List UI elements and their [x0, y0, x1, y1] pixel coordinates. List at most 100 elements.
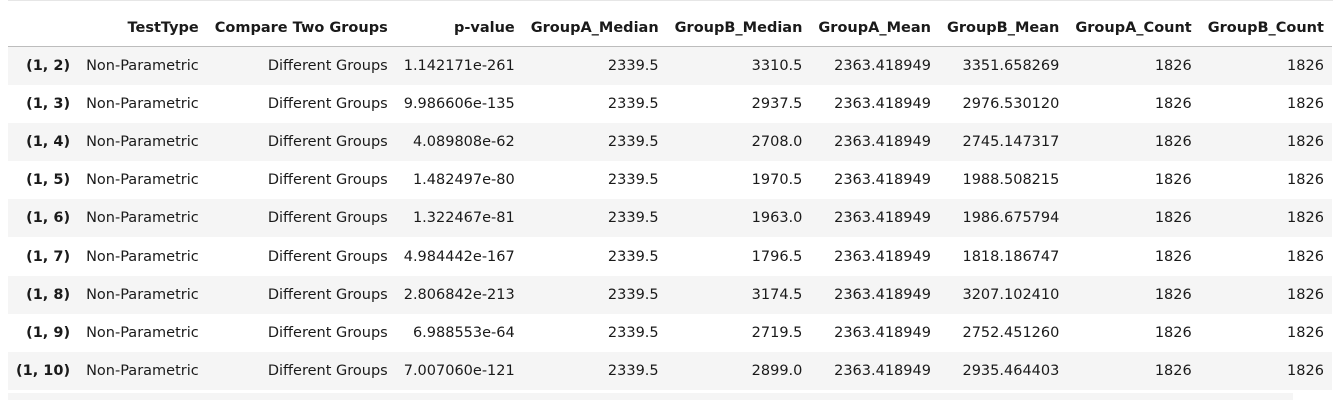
table-cell: 2339.5 — [607, 324, 659, 341]
table-cell: 2363.418949 — [834, 133, 931, 150]
table-cell: Non-Parametric — [86, 363, 199, 380]
table-cell: 4.089808e-62 — [412, 133, 515, 150]
table-cell: Non-Parametric — [86, 133, 199, 150]
table-cell: 2339.5 — [607, 95, 659, 112]
table-body: (1, 2) Non-Parametric Different Groups 1.14… — [8, 46, 1332, 391]
table-cell: 1826 — [1154, 363, 1192, 380]
table-cell: 1.142171e-261 — [403, 57, 515, 74]
table-cell: 1988.508215 — [962, 172, 1060, 189]
table-cell: 2976.530120 — [962, 95, 1060, 112]
table-cell: 1826 — [1154, 95, 1192, 112]
table-cell: 2363.418949 — [834, 57, 931, 74]
column-header: Compare Two Groups — [206, 10, 396, 47]
row-index-cell: (1, 7) — [26, 248, 71, 265]
table-cell: 9.986606e-135 — [403, 95, 515, 112]
table-cell: 2935.464403 — [962, 363, 1060, 380]
table-cell: 2708.0 — [751, 133, 803, 150]
table-cell: Different Groups — [267, 172, 388, 189]
table-cell: 2719.5 — [751, 324, 803, 341]
table-row: (1, 3) Non-Parametric Different Groups 9.98… — [8, 85, 1332, 123]
table-cell: Different Groups — [267, 133, 388, 150]
table-cell: 1970.5 — [751, 172, 803, 189]
table-cell: 2363.418949 — [834, 324, 931, 341]
table-cell: 2752.451260 — [962, 324, 1060, 341]
table-cell: 2363.418949 — [834, 210, 931, 227]
column-header: p-value — [395, 10, 523, 47]
row-index-cell: (1, 4) — [26, 133, 71, 150]
output-top-divider — [8, 0, 1333, 1]
table-cell: 1963.0 — [751, 210, 803, 227]
table-cell: Different Groups — [267, 324, 388, 341]
table-cell: 2339.5 — [607, 210, 659, 227]
table-cell: 1826 — [1154, 210, 1192, 227]
table-cell: Different Groups — [267, 57, 388, 74]
table-cell: 2899.0 — [751, 363, 803, 380]
table-cell: 2339.5 — [607, 248, 659, 265]
table-cell: Non-Parametric — [86, 324, 199, 341]
table-row: (1, 10) Non-Parametric Different Groups 7.0… — [8, 352, 1332, 391]
table-cell: Non-Parametric — [86, 210, 199, 227]
table-cell: Non-Parametric — [86, 95, 199, 112]
table-cell: 1826 — [1287, 210, 1324, 227]
row-index-cell: (1, 5) — [26, 172, 71, 189]
table-row: (1, 5) Non-Parametric Different Groups 1.48… — [8, 161, 1332, 199]
table-cell: 3351.658269 — [962, 57, 1060, 74]
table-cell: 6.988553e-64 — [412, 324, 515, 341]
table-cell: 2339.5 — [607, 57, 659, 74]
column-header: TestType — [78, 10, 207, 47]
table-cell: Different Groups — [267, 363, 388, 380]
column-header: GroupB_Count — [1199, 10, 1332, 47]
table-cell: 1826 — [1154, 286, 1192, 303]
table-cell: 1826 — [1154, 133, 1192, 150]
table-row: (1, 2) Non-Parametric Different Groups 1.14… — [8, 46, 1332, 85]
output-left-edge-marker — [0, 20, 3, 38]
table-row: (1, 4) Non-Parametric Different Groups 4.08… — [8, 122, 1332, 162]
table-cell: 7.007060e-121 — [403, 363, 515, 380]
table-cell: 2339.5 — [607, 133, 659, 150]
row-index-cell: (1, 10) — [16, 363, 71, 380]
table-cell: 2745.147317 — [962, 133, 1060, 150]
table-cell: 2363.418949 — [834, 286, 931, 303]
header-index-cell — [8, 10, 79, 47]
table-cell: 1826 — [1154, 248, 1192, 265]
table-cell: 2363.418949 — [834, 95, 931, 112]
table-cell: 1826 — [1287, 57, 1324, 74]
row-index-cell: (1, 8) — [26, 286, 71, 303]
table-cell: Non-Parametric — [86, 172, 199, 189]
table-cell: Non-Parametric — [86, 248, 199, 265]
table-cell: 2363.418949 — [834, 248, 931, 265]
table-cell: 1826 — [1287, 172, 1324, 189]
table-cell: 3174.5 — [751, 286, 803, 303]
table-header: TestType Compare Two Groups p-value GroupA_… — [8, 10, 1332, 47]
table-cell: 1826 — [1287, 248, 1324, 265]
table-cell: 1826 — [1287, 324, 1324, 341]
table-row-partial — [8, 393, 1293, 400]
row-index-cell: (1, 6) — [26, 210, 71, 227]
table-row: (1, 9) Non-Parametric Different Groups 6.98… — [8, 314, 1332, 352]
table-cell: 1826 — [1287, 133, 1324, 150]
table-cell: 1826 — [1287, 95, 1324, 112]
row-index-cell: (1, 3) — [26, 95, 71, 112]
table-cell: Non-Parametric — [86, 286, 199, 303]
dataframe-table: TestType Compare Two Groups p-value GroupA_… — [8, 10, 1332, 391]
row-index-cell: (1, 9) — [26, 324, 71, 341]
table-cell: 1818.186747 — [962, 248, 1060, 265]
table-cell: 1796.5 — [751, 248, 803, 265]
table-cell: 1.482497e-80 — [412, 172, 515, 189]
table-cell: 3207.102410 — [962, 286, 1060, 303]
table-cell: Different Groups — [267, 248, 388, 265]
table-cell: 1826 — [1154, 172, 1192, 189]
column-header: GroupB_Median — [666, 10, 811, 47]
column-header: GroupA_Mean — [810, 10, 939, 47]
table-cell: 2339.5 — [607, 286, 659, 303]
table-cell: 1826 — [1154, 324, 1192, 341]
table-cell: 2339.5 — [607, 172, 659, 189]
table-cell: Non-Parametric — [86, 57, 199, 74]
column-header: GroupA_Median — [522, 10, 667, 47]
table-cell: 1.322467e-81 — [412, 210, 515, 227]
table-row: (1, 6) Non-Parametric Different Groups 1.32… — [8, 199, 1332, 238]
table-cell: 2363.418949 — [834, 172, 931, 189]
table-cell: 1826 — [1287, 363, 1324, 380]
header-row: TestType Compare Two Groups p-value GroupA_… — [8, 10, 1332, 47]
